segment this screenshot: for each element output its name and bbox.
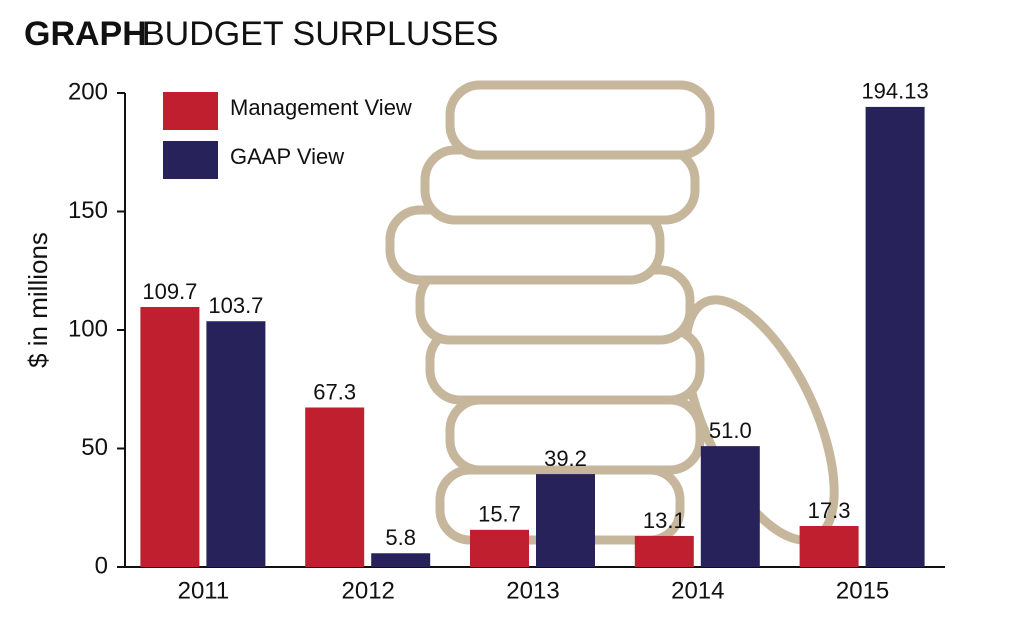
x-tick-label: 2011: [178, 577, 230, 604]
bar: [865, 106, 925, 568]
y-tick-label: 50: [81, 434, 108, 461]
y-axis-title: $ in millions: [23, 232, 53, 368]
y-tick-label: 0: [95, 552, 108, 579]
bar: [470, 529, 529, 567]
y-tick-label: 100: [68, 315, 108, 342]
legend-swatch: [163, 92, 218, 130]
x-tick-label: 2014: [671, 577, 724, 604]
y-tick-label: 200: [68, 78, 108, 105]
y-tick-label: 150: [68, 197, 108, 224]
value-label: 103.7: [208, 293, 263, 318]
value-label: 51.0: [709, 418, 752, 443]
value-label: 39.2: [544, 446, 587, 471]
bar: [799, 525, 859, 567]
legend-label: Management View: [230, 95, 412, 120]
bar: [305, 407, 365, 567]
bar: [634, 535, 694, 567]
coin-illustration: [385, 80, 839, 545]
value-label: 5.8: [385, 525, 416, 550]
bar: [371, 553, 431, 567]
bar: [206, 321, 266, 567]
value-label: 13.1: [643, 508, 686, 533]
bar: [536, 474, 595, 567]
value-label: 15.7: [478, 502, 521, 527]
legend-label: GAAP View: [230, 144, 344, 169]
bar: [140, 307, 200, 567]
bar: [700, 446, 760, 567]
value-label: 109.7: [142, 279, 197, 304]
x-tick-label: 2013: [506, 577, 559, 604]
value-label: 67.3: [313, 379, 356, 404]
x-tick-label: 2015: [836, 577, 889, 604]
legend-swatch: [163, 141, 218, 179]
chart-title-label: GRAPH: [24, 15, 147, 53]
chart-title: BUDGET SURPLUSES: [142, 15, 498, 53]
value-label: 17.3: [808, 498, 851, 523]
value-label: 194.13: [861, 79, 928, 104]
x-tick-label: 2012: [342, 577, 395, 604]
